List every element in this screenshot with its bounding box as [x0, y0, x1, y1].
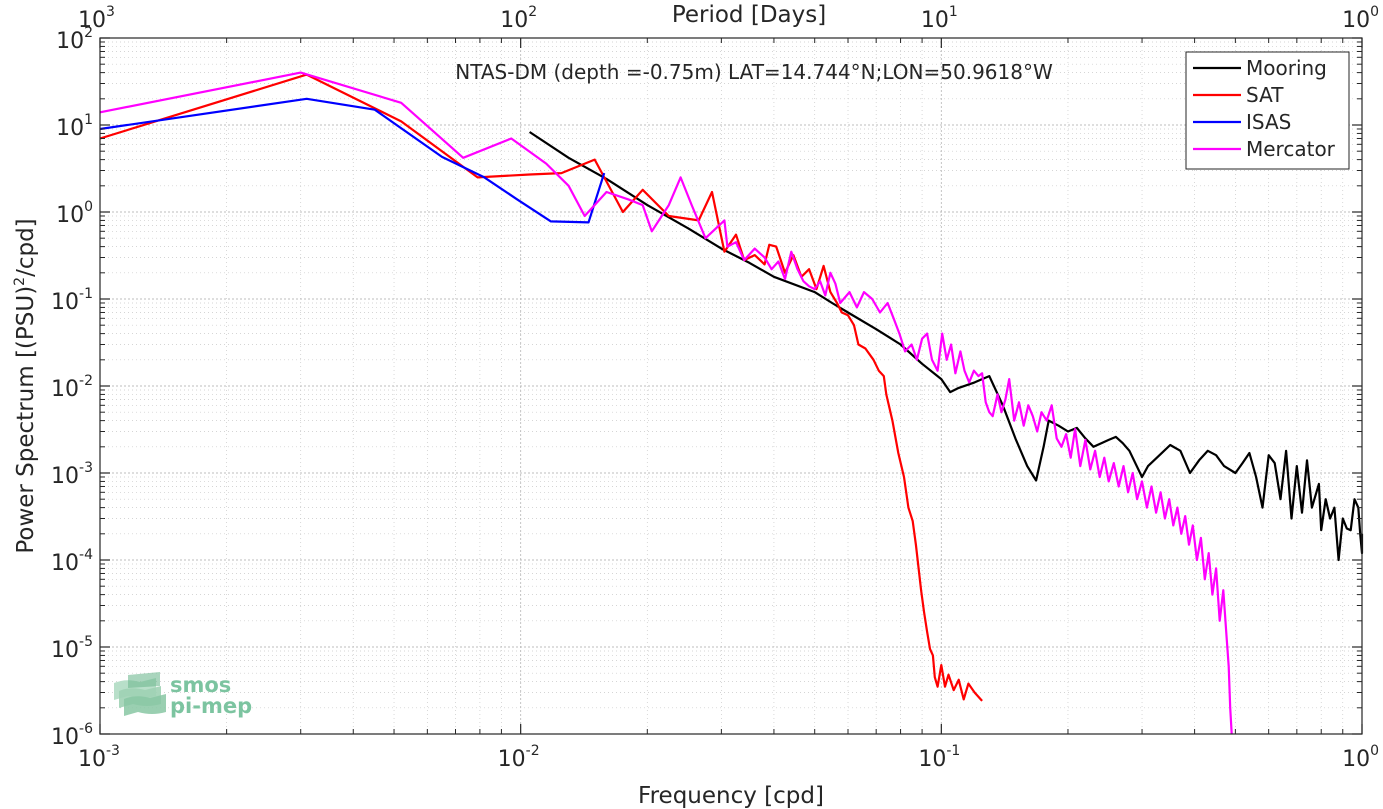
legend-label-mooring: Mooring [1246, 56, 1327, 80]
x-tick-label: 100 [1342, 743, 1379, 772]
top-x-tick-label: 101 [921, 4, 958, 33]
legend-label-isas: ISAS [1246, 110, 1291, 134]
logo-text-pi-mep: pi-mep [170, 694, 252, 718]
series-line-mercator [99, 71, 1233, 735]
x-tick-label: 10-1 [918, 743, 960, 772]
y-tick-label: 10-3 [51, 460, 93, 489]
y-tick-label: 102 [56, 25, 93, 54]
y-axis-title-sup: 2 [12, 277, 28, 286]
top-x-tick-label: 102 [500, 4, 537, 33]
top-x-tick-labels: 103 102 101 100 [78, 4, 1379, 33]
y-tick-labels: 102 101 100 10-1 10-2 10-3 10-4 10-5 10-6 [51, 25, 93, 750]
top-x-tick-label: 103 [78, 4, 115, 33]
legend-label-sat: SAT [1246, 83, 1284, 107]
x-tick-label: 10-3 [78, 743, 120, 772]
tick-marks [99, 37, 1363, 735]
series-line-mooring [528, 131, 1364, 562]
y-tick-label: 10-5 [51, 634, 93, 663]
y-tick-label: 10-6 [51, 721, 93, 750]
x-tick-label: 10-2 [498, 743, 540, 772]
legend: Mooring SAT ISAS Mercator [1185, 51, 1350, 170]
smos-pi-mep-logo: smos pi-mep [114, 672, 252, 718]
logo-text-smos: smos [170, 673, 231, 697]
y-tick-label: 10-2 [51, 373, 93, 402]
logo-icon [114, 672, 166, 716]
y-axis-title: Power Spectrum [(PSU)2/cpd] [12, 218, 39, 553]
y-axis-title-main: Power Spectrum [(PSU) [13, 286, 39, 554]
series-layer [99, 71, 1364, 735]
major-grid [99, 37, 1363, 735]
legend-label-mercator: Mercator [1246, 137, 1336, 161]
y-tick-label: 10-1 [51, 286, 93, 315]
top-axis-title: Period [Days] [672, 2, 826, 28]
x-tick-labels: 10-3 10-2 10-1 100 [78, 743, 1379, 772]
y-axis-title-tail: /cpd] [13, 218, 39, 277]
x-axis-title: Frequency [cpd] [638, 783, 824, 809]
series-line-sat [99, 73, 983, 702]
series-line-isas [99, 97, 606, 224]
chart-title: NTAS-DM (depth =-0.75m) LAT=14.744°N;LON… [455, 60, 1053, 84]
y-tick-label: 100 [56, 199, 93, 228]
y-tick-label: 10-4 [51, 547, 93, 576]
top-x-tick-label: 100 [1342, 4, 1379, 33]
y-tick-label: 101 [56, 112, 93, 141]
